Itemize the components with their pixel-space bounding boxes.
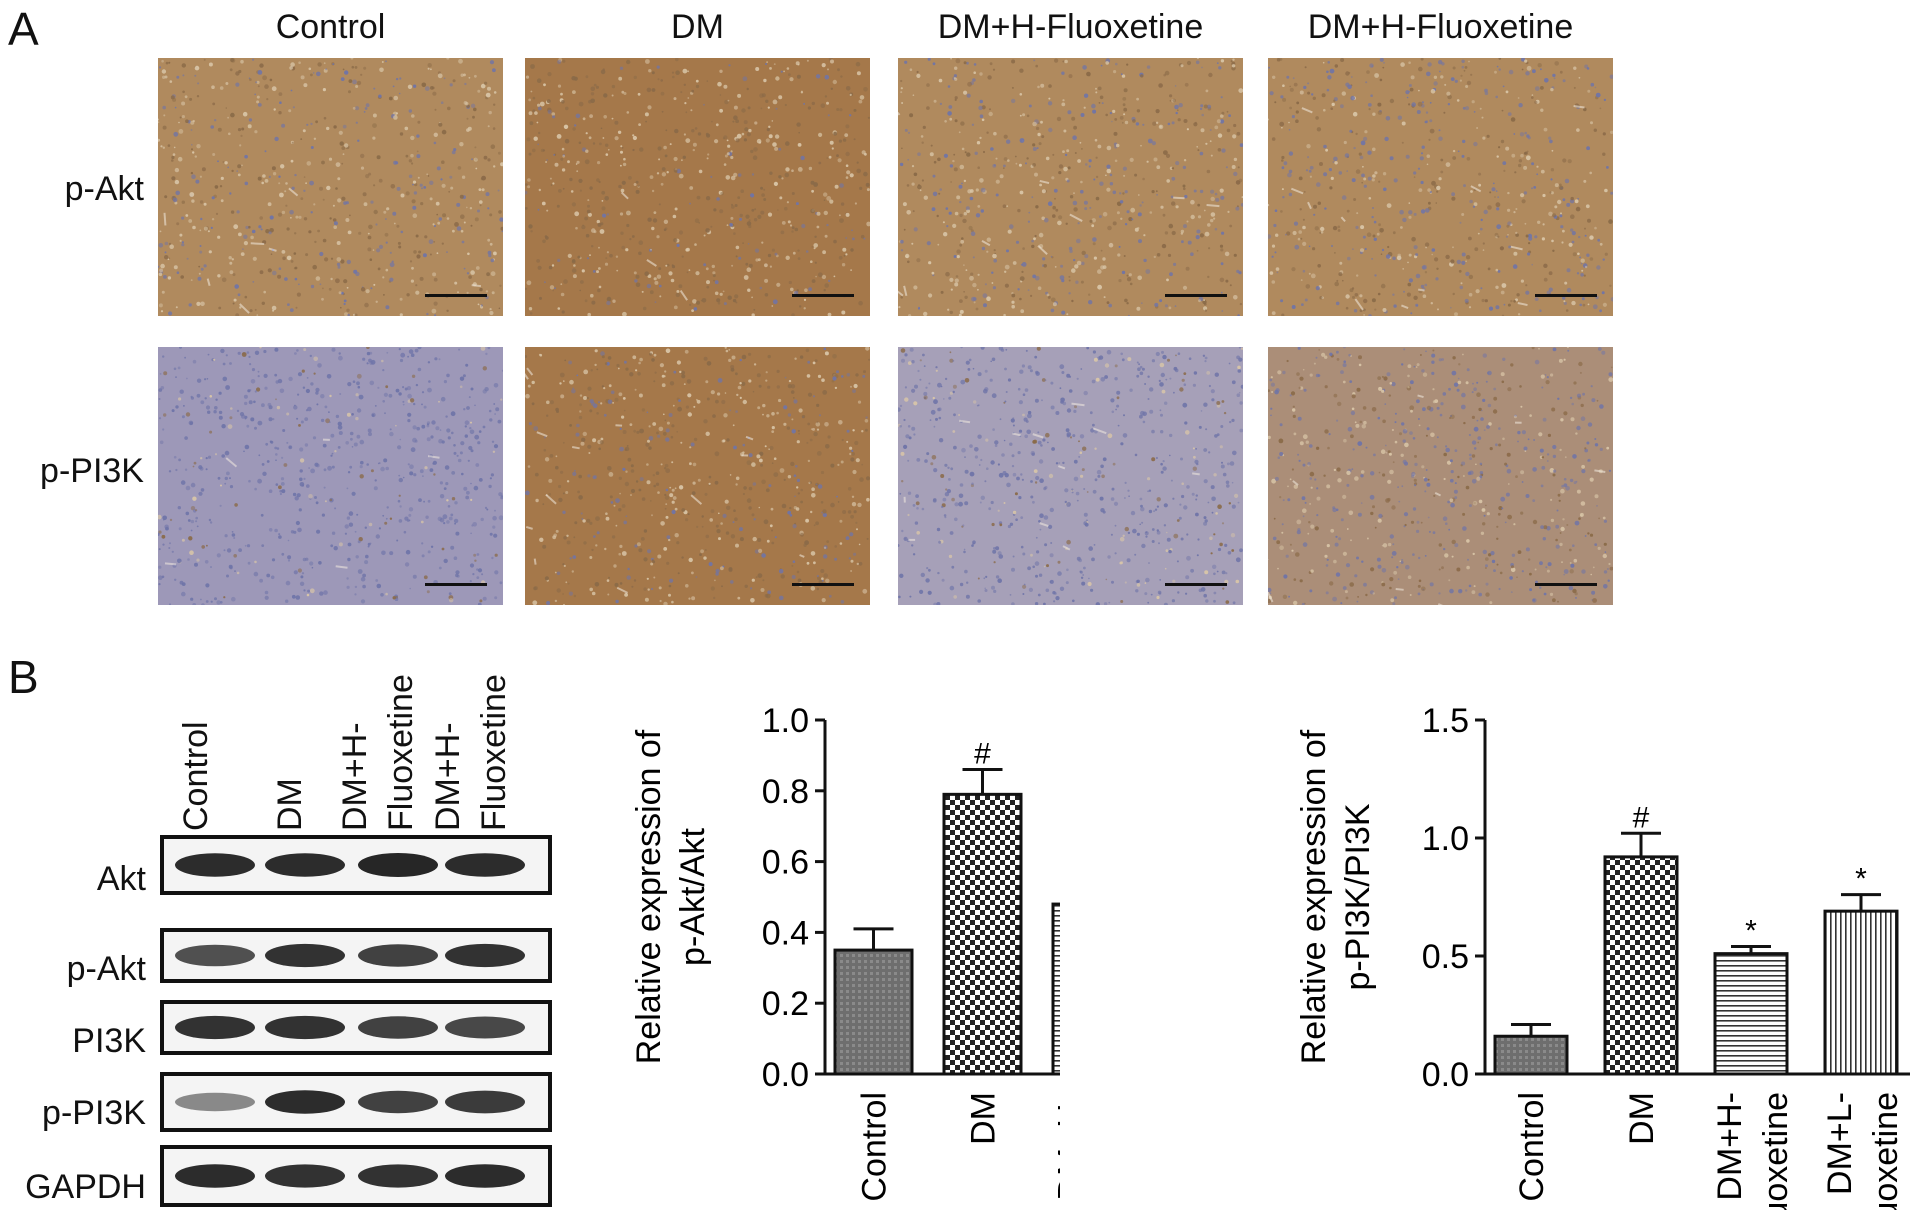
y-axis-label: Relative expression of — [1295, 729, 1333, 1064]
blot-band — [358, 853, 438, 877]
blot-band — [265, 1090, 345, 1114]
blot-row-label: p-Akt — [66, 950, 146, 988]
micrograph-tile — [898, 347, 1243, 605]
y-tick-label: 1.0 — [762, 702, 809, 740]
scale-bar — [1165, 583, 1227, 586]
micrograph-tile — [898, 58, 1243, 316]
blot-band — [445, 853, 525, 877]
scale-bar — [425, 294, 487, 297]
y-tick-label: 1.0 — [1422, 820, 1469, 858]
blot-band — [358, 1090, 438, 1114]
blot-band — [445, 1016, 525, 1039]
micrograph-tile — [525, 347, 870, 605]
scale-bar — [1535, 583, 1597, 586]
micrograph-tile — [158, 347, 503, 605]
tile-background — [525, 58, 870, 316]
x-tick-label: Control — [856, 1092, 894, 1202]
tile-background — [1268, 58, 1613, 316]
blot-band — [358, 1164, 438, 1188]
x-tick-label: DM+H- — [1711, 1092, 1749, 1201]
blot-lane-label: Control — [177, 721, 215, 831]
tile-background — [158, 347, 503, 605]
bar — [1603, 855, 1679, 1076]
scale-bar — [1535, 294, 1597, 297]
x-tick-label: Control — [1513, 1092, 1551, 1202]
panel-b-letter: B — [8, 651, 39, 703]
blot-row-label: GAPDH — [25, 1168, 146, 1206]
blot-lane-label: Fluoxetine — [475, 674, 513, 831]
scale-bar — [425, 583, 487, 586]
micrograph-tile — [158, 58, 503, 316]
chart-p-akt-akt: 0.0 0.2 0.4 0.6 0.8 1.0 Relative expression of… — [630, 702, 1061, 1202]
y-tick-label: 0.0 — [1422, 1056, 1469, 1094]
bar — [1051, 902, 1060, 1076]
significance-mark: * — [1745, 915, 1757, 948]
y-axis-label: Relative expression of — [630, 729, 668, 1064]
tile-background — [898, 347, 1243, 605]
blot-row-label: PI3K — [72, 1022, 146, 1060]
blot-band — [445, 1164, 525, 1188]
blot-lane-label: DM — [271, 778, 309, 831]
column-label-control: Control — [275, 8, 386, 46]
bar — [1823, 909, 1899, 1076]
micrograph-tile — [525, 58, 870, 316]
scale-bar — [792, 583, 854, 586]
y-tick-label: 0.4 — [762, 914, 809, 952]
blot-band — [358, 1016, 438, 1039]
significance-mark: # — [1633, 801, 1650, 834]
x-tick-label: DM — [965, 1092, 1003, 1145]
bar — [833, 948, 914, 1076]
blot-band — [265, 943, 345, 968]
blot-row-label: Akt — [96, 860, 146, 898]
x-tick-label: Fluoxetine — [1867, 1092, 1905, 1210]
panel-a-letter: A — [8, 3, 39, 55]
column-label-dm: DM — [671, 8, 724, 46]
blot-band — [175, 1015, 255, 1040]
blot-lane-label: Fluoxetine — [382, 674, 420, 831]
y-tick-label: 0.2 — [762, 985, 809, 1023]
micrograph-tile — [1268, 58, 1613, 316]
bar — [942, 792, 1023, 1076]
x-tick-label: DM+L- — [1821, 1092, 1859, 1195]
blot-band — [445, 1090, 525, 1114]
blot-band — [265, 1015, 345, 1040]
y-tick-label: 0.6 — [762, 844, 809, 882]
tile-background — [1268, 347, 1613, 605]
scale-bar — [792, 294, 854, 297]
y-tick-label: 0.5 — [1422, 938, 1469, 976]
x-tick-label: Fluoxetine — [1757, 1092, 1795, 1210]
blot-lane-label: DM+H- — [336, 722, 374, 831]
y-tick-label: 1.5 — [1422, 702, 1469, 740]
column-label-dm-h-fluoxetine-1: DM+H-Fluoxetine — [937, 8, 1204, 46]
blot-band — [265, 1164, 345, 1188]
blot-band — [265, 853, 345, 877]
significance-mark: * — [1855, 863, 1867, 896]
blot-band — [445, 943, 525, 968]
y-axis-label: p-PI3K/PI3K — [1339, 803, 1377, 990]
column-label-dm-h-fluoxetine-2: DM+H-Fluoxetine — [1307, 8, 1574, 46]
blot-band — [358, 944, 438, 967]
blot-band — [175, 853, 255, 877]
blot-band — [175, 1092, 255, 1112]
micrograph-tile — [1268, 347, 1613, 605]
blot-row-label: p-PI3K — [42, 1094, 146, 1132]
western-blot — [160, 835, 552, 1207]
chart-p-pi3k-pi3k: 0.0 0.5 1.0 1.5 Relative expression of p-PI3K… — [1295, 702, 1910, 1210]
row-label-p-pi3k: p-PI3K — [40, 452, 144, 490]
blot-band — [175, 1164, 255, 1188]
tile-background — [525, 347, 870, 605]
bar — [1713, 952, 1789, 1076]
y-tick-label: 0.0 — [762, 1056, 809, 1094]
row-label-p-akt: p-Akt — [64, 170, 144, 208]
x-tick-label: DM — [1623, 1092, 1661, 1145]
significance-mark: # — [974, 738, 991, 771]
x-tick-label: DM+H- — [1052, 1092, 1061, 1201]
tile-background — [898, 58, 1243, 316]
y-axis-label: p-Akt/Akt — [674, 827, 712, 965]
y-tick-label: 0.8 — [762, 773, 809, 811]
scale-bar — [1165, 294, 1227, 297]
blot-band — [175, 944, 255, 967]
blot-lane-label: DM+H- — [429, 722, 467, 831]
bar — [1493, 1034, 1569, 1076]
